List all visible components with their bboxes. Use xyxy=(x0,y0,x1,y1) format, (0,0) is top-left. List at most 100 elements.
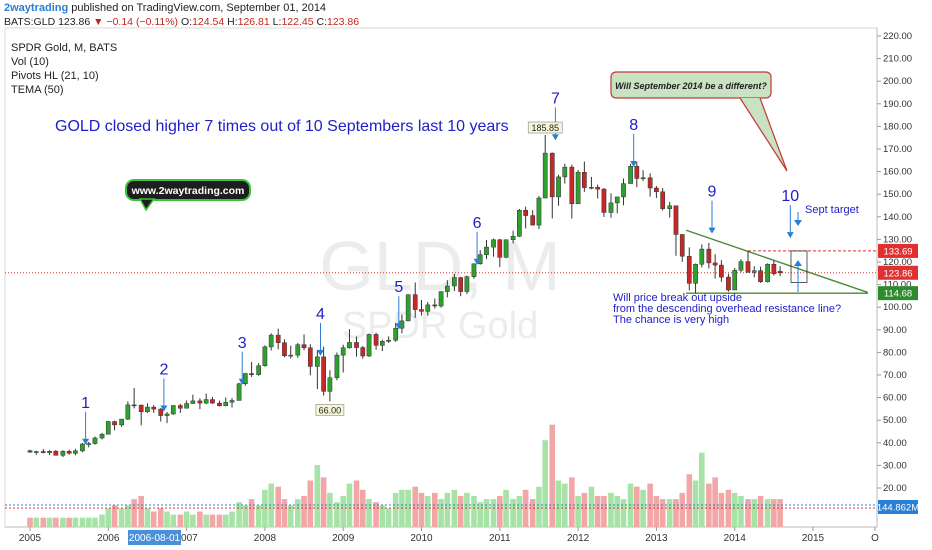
candle-body xyxy=(510,235,516,241)
candle-body xyxy=(321,356,326,392)
volume-bar xyxy=(105,508,112,527)
september-arrow-icon xyxy=(551,134,559,141)
cursor-date-tag[interactable] xyxy=(128,530,181,545)
y-tick-label: 150.00 xyxy=(883,189,912,200)
candle-body xyxy=(282,342,287,357)
september-arrow-icon xyxy=(395,323,403,330)
volume-bar xyxy=(555,480,562,527)
volume-bar xyxy=(385,508,392,527)
legend-title[interactable]: SPDR Gold, M, BATS xyxy=(11,42,118,54)
september-arrow-icon xyxy=(316,349,324,356)
question-arrow-icon xyxy=(794,260,802,266)
volume-bar xyxy=(248,499,255,527)
ohlc-line: BATS:GLD 123.86 ▼ −0.14 (−0.11%) O:124.5… xyxy=(4,16,359,28)
descending-resistance-line[interactable] xyxy=(685,229,869,294)
candle-body xyxy=(634,165,640,179)
candle-body xyxy=(33,451,39,453)
volume-bar xyxy=(99,514,105,527)
candle-body xyxy=(366,334,372,357)
website-link[interactable]: www.2waytrading.com xyxy=(131,185,245,197)
candle-body xyxy=(334,354,340,379)
candle-body xyxy=(203,399,209,404)
candle-body xyxy=(119,418,124,426)
website-bubble[interactable] xyxy=(125,179,251,201)
volume-bar xyxy=(757,496,764,527)
candle-body xyxy=(601,188,607,213)
candle-body xyxy=(425,304,431,312)
volume-bar xyxy=(594,496,601,527)
headline-annotation: GOLD closed higher 7 times out of 10 Sep… xyxy=(55,118,509,135)
volume-bar xyxy=(477,502,484,527)
candle-body xyxy=(170,405,176,415)
volume-bar xyxy=(353,480,360,527)
high-value: H:126.81 xyxy=(227,16,270,28)
candle-body xyxy=(301,344,307,349)
sept-target-box[interactable] xyxy=(790,250,808,283)
y-tick-label: 70.00 xyxy=(883,370,907,381)
candle-body xyxy=(419,309,424,312)
volume-bar xyxy=(60,517,66,527)
volume-bar xyxy=(66,517,72,527)
volume-bar xyxy=(275,486,282,527)
candle-body xyxy=(686,255,692,284)
september-label: 7 xyxy=(551,90,560,107)
candle-body xyxy=(73,450,78,454)
september-label: 10 xyxy=(781,188,799,205)
support-price-tag: 114.68 xyxy=(884,289,912,300)
last-price-tag-bg xyxy=(878,265,918,280)
volume-bar xyxy=(483,499,490,527)
volume-bar xyxy=(183,511,190,527)
volume-bar xyxy=(608,492,614,527)
volume-bar xyxy=(216,514,223,527)
volume-bar xyxy=(366,499,372,527)
candle-body xyxy=(340,347,346,356)
x-tick-label: 2013 xyxy=(645,533,668,544)
volume-bar xyxy=(72,517,79,527)
y-tick-label: 190.00 xyxy=(883,99,912,110)
y-tick-label: 180.00 xyxy=(883,121,912,132)
y-tick-label: 80.00 xyxy=(883,347,907,358)
x-tick-label: 2011 xyxy=(489,533,511,544)
volume-bar xyxy=(340,496,346,527)
september-label: 4 xyxy=(316,306,325,323)
legend-indicator-tema[interactable]: TEMA (50) xyxy=(11,84,64,96)
volume-bar xyxy=(405,489,411,527)
volume-bar xyxy=(666,499,673,527)
candle-body xyxy=(765,263,770,283)
volume-bar xyxy=(314,465,321,527)
candle-body xyxy=(732,269,738,291)
legend-indicator-vol[interactable]: Vol (10) xyxy=(11,56,49,68)
callout-box[interactable] xyxy=(610,71,772,99)
volume-bar xyxy=(718,492,725,527)
plot-area[interactable] xyxy=(4,27,878,528)
volume-bar xyxy=(46,517,53,527)
candle-body xyxy=(614,196,620,204)
september-arrow-icon xyxy=(473,258,481,265)
legend-indicator-pivots[interactable]: Pivots HL (21, 10) xyxy=(11,70,99,82)
author[interactable]: 2waytrading xyxy=(4,2,69,14)
candle-body xyxy=(569,166,575,205)
volume-bar xyxy=(777,499,783,527)
volume-bar xyxy=(581,492,588,527)
volume-bar xyxy=(569,477,575,527)
y-tick-label: 210.00 xyxy=(883,54,912,65)
candle-body xyxy=(471,263,477,277)
volume-bar xyxy=(209,514,216,527)
candle-body xyxy=(497,239,503,258)
candle-body xyxy=(628,165,633,184)
volume-bar xyxy=(706,483,712,527)
callout-pointer xyxy=(739,97,788,172)
volume-bar xyxy=(438,499,444,527)
y-tick-label: 160.00 xyxy=(883,167,912,178)
x-tick-label: 2006 xyxy=(97,533,120,544)
volume-bar xyxy=(150,511,157,527)
volume-bar xyxy=(497,496,503,527)
resistance-price-tag: 133.69 xyxy=(883,246,912,257)
volume-bar xyxy=(242,505,249,527)
volume-bar xyxy=(118,508,125,527)
volume-bar xyxy=(738,496,744,527)
candle-body xyxy=(438,291,444,307)
volume-bar xyxy=(327,492,333,527)
candle-body xyxy=(654,187,659,193)
